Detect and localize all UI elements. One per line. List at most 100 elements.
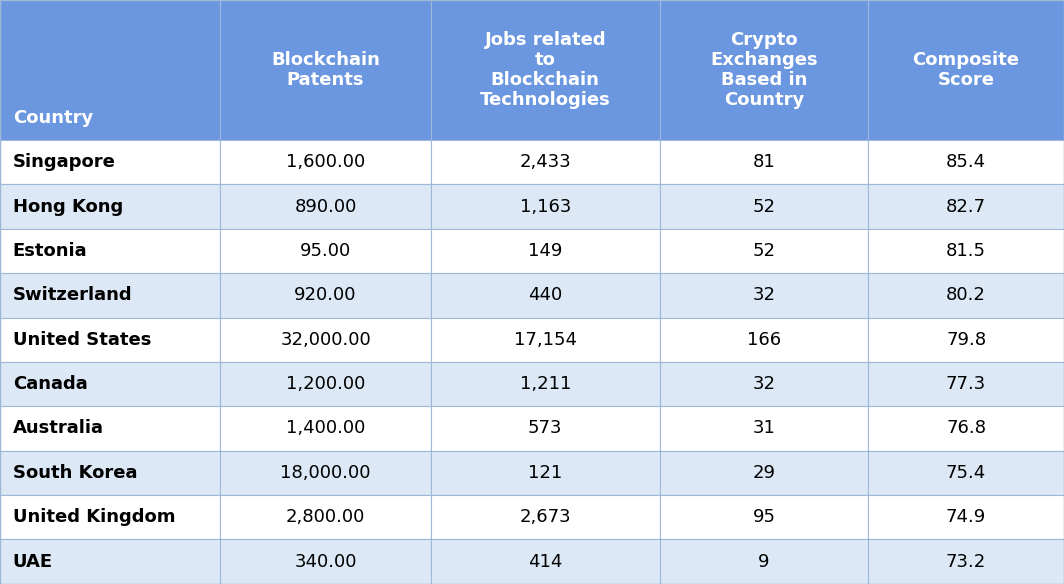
- Bar: [220, 140, 431, 185]
- Bar: [868, 495, 1064, 540]
- Bar: [660, 540, 868, 584]
- Text: 440: 440: [528, 286, 563, 304]
- Bar: [0, 140, 220, 185]
- Text: 121: 121: [528, 464, 563, 482]
- Bar: [220, 406, 431, 451]
- Text: 1,400.00: 1,400.00: [286, 419, 365, 437]
- Bar: [660, 185, 868, 229]
- Text: Hong Kong: Hong Kong: [13, 197, 123, 215]
- Text: 81.5: 81.5: [946, 242, 986, 260]
- Bar: [868, 185, 1064, 229]
- Bar: [220, 0, 431, 140]
- Bar: [660, 451, 868, 495]
- Text: 9: 9: [759, 552, 769, 571]
- Bar: [868, 273, 1064, 318]
- Bar: [0, 0, 220, 140]
- Bar: [660, 273, 868, 318]
- Bar: [868, 406, 1064, 451]
- Text: Singapore: Singapore: [13, 153, 116, 171]
- Bar: [431, 495, 660, 540]
- Text: Australia: Australia: [13, 419, 104, 437]
- Text: 1,200.00: 1,200.00: [286, 375, 365, 393]
- Text: 1,163: 1,163: [519, 197, 571, 215]
- Bar: [660, 318, 868, 362]
- Text: 1,211: 1,211: [519, 375, 571, 393]
- Text: Composite
Score: Composite Score: [913, 51, 1019, 89]
- Bar: [220, 273, 431, 318]
- Text: UAE: UAE: [13, 552, 53, 571]
- Bar: [431, 140, 660, 185]
- Bar: [220, 318, 431, 362]
- Text: 74.9: 74.9: [946, 508, 986, 526]
- Text: 95.00: 95.00: [300, 242, 351, 260]
- Bar: [0, 495, 220, 540]
- Text: Crypto
Exchanges
Based in
Country: Crypto Exchanges Based in Country: [710, 31, 818, 109]
- Text: 149: 149: [528, 242, 563, 260]
- Text: 29: 29: [752, 464, 776, 482]
- Text: Jobs related
to
Blockchain
Technologies: Jobs related to Blockchain Technologies: [480, 31, 611, 109]
- Text: 31: 31: [752, 419, 776, 437]
- Text: 73.2: 73.2: [946, 552, 986, 571]
- Bar: [868, 540, 1064, 584]
- Bar: [868, 362, 1064, 406]
- Bar: [0, 362, 220, 406]
- Text: 890.00: 890.00: [295, 197, 356, 215]
- Bar: [431, 273, 660, 318]
- Text: Country: Country: [13, 109, 93, 127]
- Text: 81: 81: [752, 153, 776, 171]
- Bar: [220, 495, 431, 540]
- Bar: [431, 229, 660, 273]
- Bar: [431, 0, 660, 140]
- Bar: [868, 451, 1064, 495]
- Text: 17,154: 17,154: [514, 331, 577, 349]
- Text: 32,000.00: 32,000.00: [280, 331, 371, 349]
- Bar: [660, 229, 868, 273]
- Text: 18,000.00: 18,000.00: [280, 464, 371, 482]
- Bar: [868, 0, 1064, 140]
- Text: United States: United States: [13, 331, 151, 349]
- Bar: [660, 140, 868, 185]
- Bar: [0, 406, 220, 451]
- Text: 80.2: 80.2: [946, 286, 986, 304]
- Bar: [431, 362, 660, 406]
- Bar: [431, 185, 660, 229]
- Text: 32: 32: [752, 375, 776, 393]
- Text: Canada: Canada: [13, 375, 87, 393]
- Bar: [660, 0, 868, 140]
- Bar: [431, 318, 660, 362]
- Bar: [220, 229, 431, 273]
- Bar: [660, 362, 868, 406]
- Text: 75.4: 75.4: [946, 464, 986, 482]
- Bar: [660, 495, 868, 540]
- Text: United Kingdom: United Kingdom: [13, 508, 176, 526]
- Bar: [0, 540, 220, 584]
- Bar: [660, 406, 868, 451]
- Bar: [868, 140, 1064, 185]
- Text: 52: 52: [752, 242, 776, 260]
- Text: 2,673: 2,673: [519, 508, 571, 526]
- Bar: [220, 540, 431, 584]
- Bar: [431, 540, 660, 584]
- Bar: [220, 185, 431, 229]
- Bar: [868, 318, 1064, 362]
- Text: 920.00: 920.00: [295, 286, 356, 304]
- Bar: [0, 318, 220, 362]
- Text: Switzerland: Switzerland: [13, 286, 132, 304]
- Text: 32: 32: [752, 286, 776, 304]
- Text: 77.3: 77.3: [946, 375, 986, 393]
- Bar: [0, 451, 220, 495]
- Text: 340.00: 340.00: [295, 552, 356, 571]
- Text: 414: 414: [528, 552, 563, 571]
- Text: Estonia: Estonia: [13, 242, 87, 260]
- Text: 52: 52: [752, 197, 776, 215]
- Text: 166: 166: [747, 331, 781, 349]
- Text: 2,800.00: 2,800.00: [286, 508, 365, 526]
- Text: 82.7: 82.7: [946, 197, 986, 215]
- Text: 79.8: 79.8: [946, 331, 986, 349]
- Bar: [0, 229, 220, 273]
- Bar: [0, 185, 220, 229]
- Bar: [431, 406, 660, 451]
- Bar: [431, 451, 660, 495]
- Bar: [0, 273, 220, 318]
- Text: 85.4: 85.4: [946, 153, 986, 171]
